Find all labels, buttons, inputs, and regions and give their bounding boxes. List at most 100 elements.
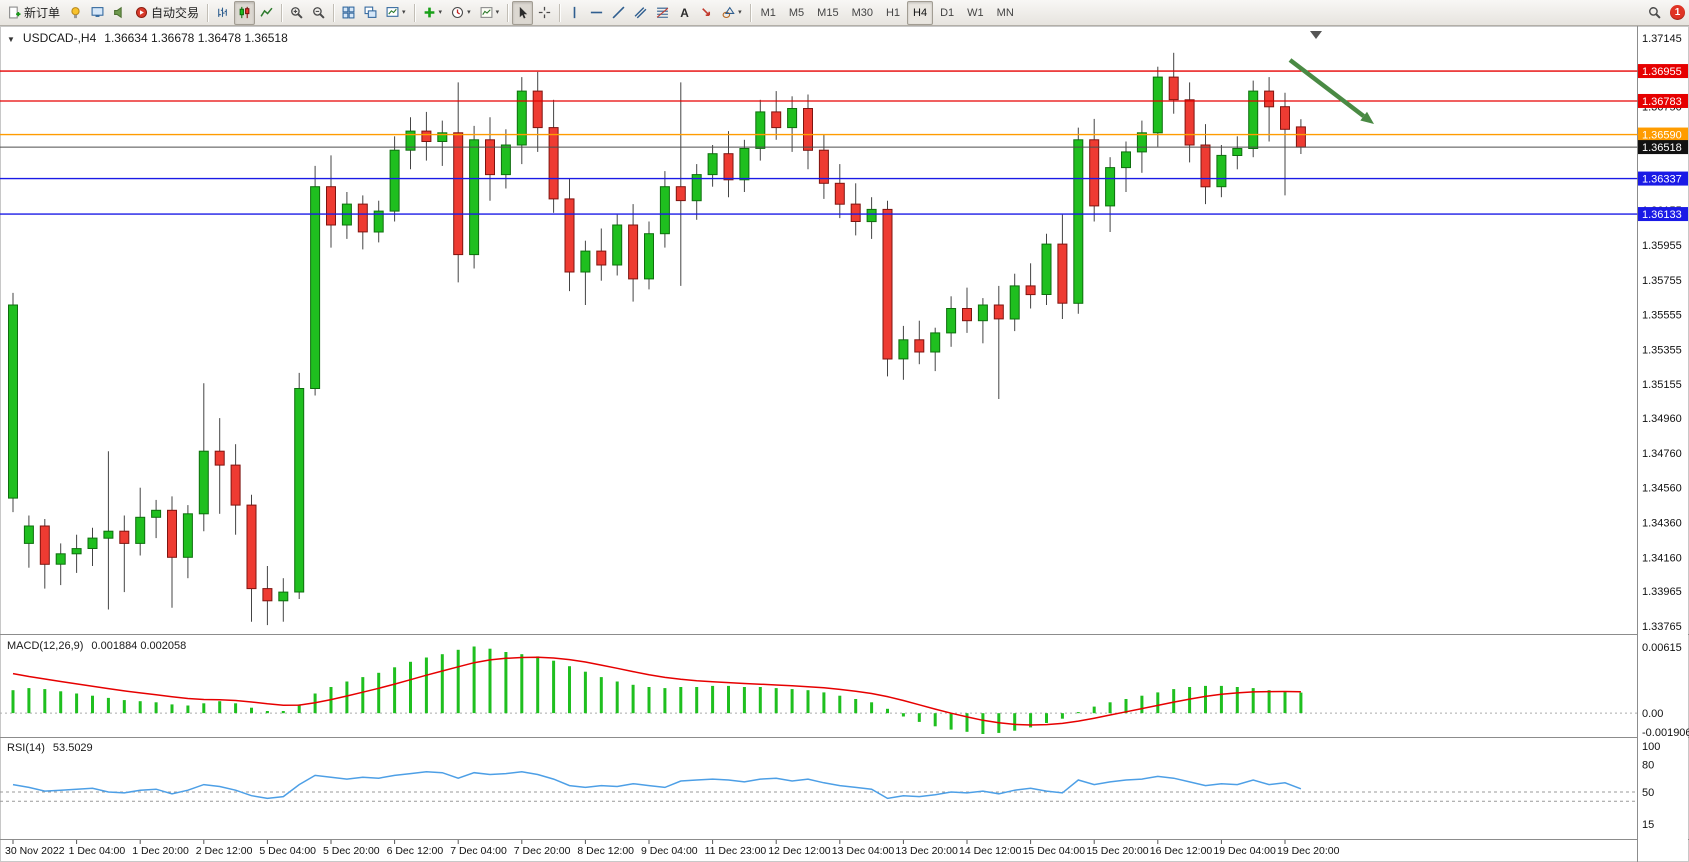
- time-tick-label: 30 Nov 2022: [5, 845, 65, 857]
- trend-arrow-annotation[interactable]: [1288, 58, 1366, 118]
- rsi-axis-label: 100: [1642, 741, 1660, 753]
- indicators-button[interactable]: ▾: [419, 1, 447, 25]
- chart-shift-marker-icon[interactable]: [1310, 31, 1322, 39]
- cascade-windows-button[interactable]: [360, 1, 381, 25]
- time-tick-label: 11 Dec 23:00: [705, 845, 767, 857]
- equidistant-channel-icon: [634, 6, 647, 19]
- line-chart-mode-button[interactable]: [256, 1, 277, 25]
- fibonacci-retracement-button[interactable]: [652, 1, 673, 25]
- crosshair-button[interactable]: [534, 1, 555, 25]
- timeframe-h1-button[interactable]: H1: [885, 6, 901, 19]
- horizontal-line-button[interactable]: [586, 1, 607, 25]
- macd-axis-label: -0.001906: [1642, 727, 1689, 739]
- new-order-button[interactable]: 新订单: [4, 1, 64, 25]
- bar-chart-mode-button[interactable]: [212, 1, 233, 25]
- cursor-icon: [516, 6, 529, 19]
- alerts-button[interactable]: [109, 1, 130, 25]
- timeframe-mn-button[interactable]: MN: [996, 6, 1014, 19]
- price-tick-label: 1.34360: [1642, 518, 1682, 530]
- new-chart-button[interactable]: ▾: [382, 1, 410, 25]
- time-tick-label: 5 Dec 04:00: [259, 845, 316, 857]
- zoom-out-button[interactable]: [308, 1, 329, 25]
- resistance-line-2-price-box: [1638, 93, 1688, 108]
- toolbar-separator: [559, 3, 561, 22]
- macd-signal-line: [12, 656, 1301, 726]
- text-label-button[interactable]: A: [674, 1, 695, 25]
- macd-axis-label: 0.00: [1642, 708, 1663, 720]
- price-tick-label: 1.33765: [1642, 621, 1682, 633]
- time-tick-label: 1 Dec 04:00: [69, 845, 126, 857]
- price-tick-label: 1.34160: [1642, 552, 1682, 564]
- price-tick-label: 1.35955: [1642, 240, 1682, 252]
- time-tick-label: 14 Dec 12:00: [959, 845, 1022, 857]
- cursor-button[interactable]: [512, 0, 534, 25]
- autotrading-icon: [135, 6, 148, 19]
- price-tick-label: 1.37145: [1642, 33, 1682, 45]
- price-tick-label: 1.33965: [1642, 586, 1682, 598]
- arrow-objects-button[interactable]: [696, 1, 717, 25]
- vertical-line-icon: [568, 6, 581, 19]
- time-tick-label: 12 Dec 12:00: [768, 845, 831, 857]
- time-tick-label: 6 Dec 12:00: [387, 845, 444, 857]
- timeframe-m15-button[interactable]: M15: [817, 6, 839, 19]
- price-tick-label: 1.35355: [1642, 344, 1682, 356]
- cascade-windows-icon: [364, 6, 377, 19]
- support-line-1-price-label: 1.36337: [1642, 174, 1682, 186]
- charts-button[interactable]: [65, 1, 86, 25]
- magnifier-icon: [1648, 6, 1661, 19]
- resistance-line-1-price-label: 1.36955: [1642, 66, 1682, 78]
- zoom-in-button[interactable]: [286, 1, 307, 25]
- candlestick-mode-icon: [238, 6, 251, 19]
- charts-icon: [69, 6, 82, 19]
- chevron-down-icon: ▾: [495, 9, 500, 16]
- trend-arrow-head-icon: [1360, 111, 1374, 124]
- periods-button[interactable]: ▾: [447, 1, 475, 25]
- support-line-2-price-box: [1638, 207, 1688, 222]
- price-axis[interactable]: [1638, 27, 1688, 861]
- trendline-button[interactable]: [608, 1, 629, 25]
- chevron-down-icon: ▾: [438, 9, 443, 16]
- templates-button[interactable]: ▾: [476, 1, 504, 25]
- new-chart-icon: [386, 6, 399, 19]
- timeframe-m30-button[interactable]: M30: [851, 6, 873, 19]
- notifications-badge[interactable]: 1: [1670, 5, 1685, 20]
- price-tick-label: 1.35155: [1642, 379, 1682, 391]
- search-button[interactable]: [1644, 1, 1665, 25]
- timeframe-h4-button[interactable]: H4: [907, 0, 934, 25]
- toolbar-separator: [333, 3, 335, 22]
- time-axis[interactable]: [1, 840, 1636, 861]
- price-tick-label: 1.34760: [1642, 448, 1682, 460]
- shapes-button[interactable]: ▾: [718, 1, 746, 25]
- candlestick-mode-button[interactable]: [234, 0, 256, 25]
- time-tick-label: 15 Dec 20:00: [1086, 845, 1149, 857]
- rsi-axis-label: 80: [1642, 759, 1654, 771]
- price-tick-label: 1.35555: [1642, 310, 1682, 322]
- line-chart-mode-icon: [260, 6, 273, 19]
- time-tick-label: 5 Dec 20:00: [323, 845, 380, 857]
- pivot-line-price-label: 1.36590: [1642, 130, 1682, 142]
- resistance-line-1-price-box: [1638, 64, 1688, 79]
- vertical-line-button[interactable]: [564, 1, 585, 25]
- rsi-line: [12, 771, 1302, 800]
- timeframe-m1-button[interactable]: M1: [760, 6, 776, 19]
- timeframe-w1-button[interactable]: W1: [967, 6, 984, 19]
- market-watch-button[interactable]: [87, 1, 108, 25]
- candles: [8, 52, 1306, 626]
- chevron-down-icon: ▾: [467, 9, 471, 16]
- time-tick-label: 7 Dec 04:00: [450, 845, 507, 857]
- time-tick-label: 16 Dec 12:00: [1150, 845, 1213, 857]
- collapse-ohlc-icon[interactable]: ▼: [7, 35, 15, 44]
- tile-windows-button[interactable]: [338, 1, 359, 25]
- support-line-1-price-box: [1638, 171, 1688, 186]
- timeframe-d1-button[interactable]: D1: [940, 6, 955, 19]
- macd-histogram: [11, 646, 1303, 734]
- bid-price-label: 1.36518: [1642, 142, 1682, 154]
- toolbar-separator: [281, 3, 283, 22]
- autotrading-label: 自动交易: [151, 6, 200, 20]
- equidistant-channel-button[interactable]: [630, 1, 651, 25]
- timeframe-m5-button[interactable]: M5: [788, 6, 805, 19]
- autotrading-button[interactable]: 自动交易: [131, 1, 203, 25]
- zoom-out-icon: [312, 6, 325, 19]
